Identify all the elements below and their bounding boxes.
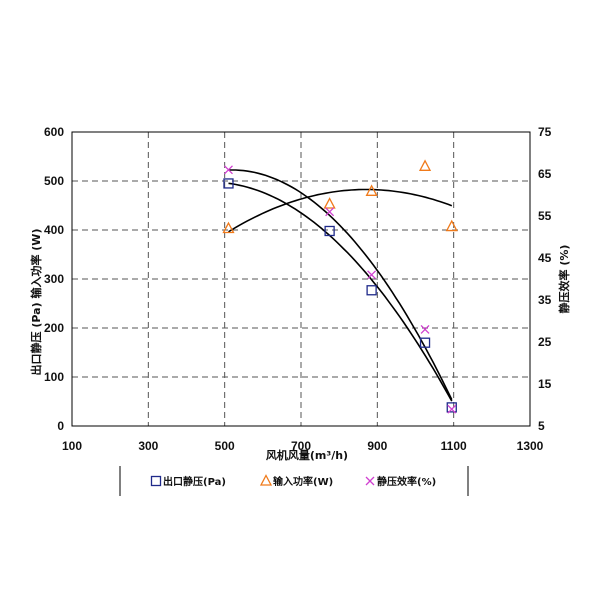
left-tick-label: 100 [44,370,64,384]
data-point [446,402,457,413]
x-tick-label: 300 [138,439,158,453]
data-point [419,337,431,348]
left-axis-title: 出口静压 (Pa) 输入功率 (W) [29,229,43,376]
data-point [365,184,378,196]
legend-marker [259,474,273,486]
x-tick-label: 100 [62,439,82,453]
right-axis-ticks: 5 15 25 35 45 55 65 75 [538,125,552,433]
right-tick-label: 15 [538,377,552,391]
right-tick-label: 35 [538,293,552,307]
left-tick-label: 0 [57,419,64,433]
left-tick-label: 300 [44,272,64,286]
data-point [325,207,335,217]
data-point [222,221,235,234]
data-point [366,285,377,296]
data-point [420,324,430,334]
legend-marker [150,475,162,487]
data-point [447,404,457,414]
data-marks [222,159,458,414]
x-tick-label: 500 [215,439,235,453]
right-axis-title: 静压效率 (%) [557,245,571,314]
data-point [418,159,432,171]
x-axis-ticks: 100 300 500 700 900 1100 1300 [62,439,544,453]
data-point [223,178,234,189]
legend-label: 静压效率(%) [377,475,436,488]
x-tick-label: 900 [367,439,387,453]
right-tick-label: 55 [538,209,552,223]
plot-frame [71,131,531,427]
data-point [324,225,335,237]
data-point [224,165,233,175]
grid-lines [72,132,530,426]
right-tick-label: 5 [538,419,545,433]
right-tick-label: 45 [538,251,552,265]
legend-label: 输入功率(W) [273,475,333,488]
data-point [323,197,336,209]
trend-curve [228,169,453,400]
x-tick-label: 1300 [517,439,544,453]
trend-curve [228,182,453,402]
right-tick-label: 25 [538,335,552,349]
x-tick-label: 700 [291,439,311,453]
legend: 出口静压(Pa) 输入功率(W) 静压效率(%) [119,466,469,496]
left-axis-ticks: 0 100 200 300 400 500 600 [44,125,64,433]
legend-label: 出口静压(Pa) [163,475,226,488]
trend-curves [228,169,453,402]
legend-marker [365,476,375,486]
left-tick-label: 500 [44,174,64,188]
left-tick-label: 200 [44,321,64,335]
data-point [445,219,458,232]
data-point [367,270,377,280]
left-tick-label: 600 [44,125,64,139]
left-tick-label: 400 [44,223,64,237]
right-tick-label: 65 [538,167,552,181]
x-axis-title: 风机风量(m³/h) [266,448,348,462]
trend-curve [228,188,453,233]
right-tick-label: 75 [538,125,552,139]
x-tick-label: 1100 [441,439,467,453]
